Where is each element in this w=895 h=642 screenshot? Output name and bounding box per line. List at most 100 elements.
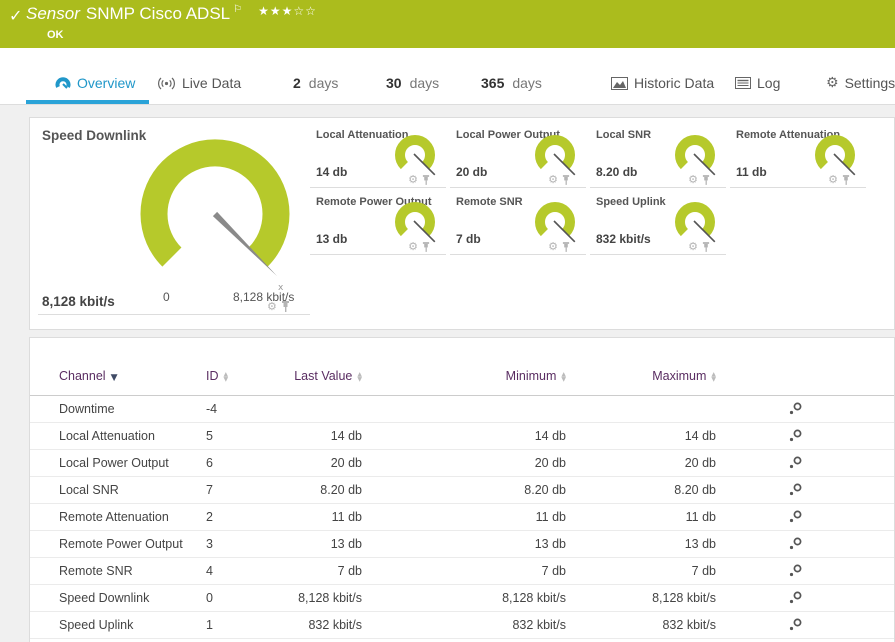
last-value: 13 db [330,537,362,551]
tab-settings[interactable]: ⚙ Settings [826,72,895,94]
gauge-remote-power-output[interactable]: Remote Power Output 13 db ⚙ [310,193,446,255]
column-header-minimum[interactable]: Minimum ▲ ▼ [505,369,566,383]
channel-id: 1 [206,618,213,632]
gauge-title: Remote Attenuation [736,129,841,141]
gauge-speed-uplink[interactable]: Speed Uplink 832 kbit/s ⚙ [590,193,726,255]
gear-icon[interactable]: ⚙ [408,173,418,186]
gauge-local-snr[interactable]: Local SNR 8.20 db ⚙ [590,126,726,188]
table-row: Local SNR 7 8.20 db 8.20 db 8.20 db [30,477,894,504]
gauge-title: Speed Uplink [596,196,666,208]
pin-icon[interactable] [281,301,290,312]
gear-icon[interactable]: ⚙ [267,300,277,313]
divider [590,254,726,255]
pin-icon[interactable] [422,174,430,185]
divider [450,187,586,188]
table-header-row: Channel ▼ ID ▲ ▼ Last Value ▲ ▼ Minimum ▲ ▼ Max… [30,363,894,393]
gauge-dial [535,135,576,176]
gauge-dial [675,135,716,176]
table-row: Speed Uplink 1 832 kbit/s 832 kbit/s 832… [30,612,894,639]
channel-settings-icon[interactable] [788,509,808,527]
divider [38,314,310,315]
speed-downlink-gauge-dial: x [140,139,290,293]
sensor-status-bar: ✓ Sensor SNMP Cisco ADSL ⚐ ★★★☆☆ OK [0,0,895,48]
divider [310,187,446,188]
channel-settings-icon[interactable] [788,482,808,500]
gauge-title: Local SNR [596,129,652,141]
table-row: Remote Power Output 3 13 db 13 db 13 db [30,531,894,558]
gear-icon: ⚙ [826,75,839,91]
last-value: 8,128 kbit/s [298,591,362,605]
pin-icon[interactable] [702,241,710,252]
tab-30-days[interactable]: 30 days [386,72,439,94]
table-row: Speed Downlink 0 8,128 kbit/s 8,128 kbit… [30,585,894,612]
flag-icon[interactable]: ⚐ [233,4,243,16]
active-tab-indicator [26,100,149,104]
channel-settings-icon[interactable] [788,617,808,635]
column-header-channel[interactable]: Channel ▼ [59,369,118,383]
gauge-value: 8,128 kbit/s [42,294,115,309]
tab-number: 2 [293,75,301,91]
gauge-scale-min: 0 [163,290,170,304]
channel-settings-icon[interactable] [788,536,808,554]
gear-icon[interactable]: ⚙ [688,173,698,186]
channel-settings-icon[interactable] [788,455,808,473]
divider [450,254,586,255]
pin-icon[interactable] [842,174,850,185]
gear-icon[interactable]: ⚙ [828,173,838,186]
pin-icon[interactable] [562,174,570,185]
sort-desc-icon: ▼ [110,373,118,383]
tab-2-days[interactable]: 2 days [293,72,338,94]
gauge-value: 20 db [456,165,488,179]
channel-settings-icon[interactable] [788,590,808,608]
tab-label: days [308,75,339,91]
gauge-remote-attenuation[interactable]: Remote Attenuation 11 db ⚙ [730,126,866,188]
tab-label: Live Data [182,75,242,91]
maximum-value: 7 db [691,564,716,578]
tab-number: 365 [481,75,505,91]
tab-log[interactable]: Log [735,72,780,94]
ok-check-icon: ✓ [9,8,23,25]
tab-label: days [512,75,542,91]
column-header-id[interactable]: ID ▲ ▼ [206,369,229,383]
gauge-local-power-output[interactable]: Local Power Output 20 db ⚙ [450,126,586,188]
table-row: Remote Attenuation 2 11 db 11 db 11 db [30,504,894,531]
minimum-value: 13 db [534,537,566,551]
priority-stars[interactable]: ★★★☆☆ [258,4,317,18]
tab-overview[interactable]: Overview [55,72,135,94]
gear-icon[interactable]: ⚙ [408,240,418,253]
channels-table: Channel ▼ ID ▲ ▼ Last Value ▲ ▼ Minimum ▲ ▼ Max… [29,337,895,642]
maximum-value: 13 db [684,537,716,551]
channel-settings-icon[interactable] [788,401,808,419]
channel-settings-icon[interactable] [788,563,808,581]
gear-icon[interactable]: ⚙ [548,240,558,253]
tab-live-data[interactable]: Live Data [157,72,241,94]
gauge-value: 7 db [456,232,481,246]
gear-icon[interactable]: ⚙ [548,173,558,186]
minimum-value: 8.20 db [524,483,566,497]
tab-label: Log [757,75,781,91]
channel-name: Speed Downlink [59,591,150,605]
gauge-local-attenuation[interactable]: Local Attenuation 14 db ⚙ [310,126,446,188]
minimum-value: 20 db [534,456,566,470]
column-header-maximum[interactable]: Maximum ▲ ▼ [652,369,716,383]
pin-icon[interactable] [562,241,570,252]
log-icon [735,77,751,89]
channel-id: -4 [206,402,218,416]
tab-historic-data[interactable]: Historic Data [611,72,714,94]
pin-icon[interactable] [422,241,430,252]
tab-365-days[interactable]: 365 days [481,72,542,94]
channel-name: Remote SNR [59,564,133,578]
minimum-value: 7 db [541,564,566,578]
minimum-value: 14 db [534,429,566,443]
channel-settings-icon[interactable] [788,428,808,446]
pin-icon[interactable] [702,174,710,185]
sort-icon: ▲ ▼ [711,370,716,383]
svg-text:x: x [278,283,284,293]
gear-icon[interactable]: ⚙ [688,240,698,253]
column-header-last-value[interactable]: Last Value ▲ ▼ [294,369,362,383]
broadcast-icon [157,77,176,90]
status-badge: OK [47,29,64,41]
minimum-value: 11 db [535,510,566,524]
channel-name: Speed Uplink [59,618,134,632]
gauge-remote-snr[interactable]: Remote SNR 7 db ⚙ [450,193,586,255]
